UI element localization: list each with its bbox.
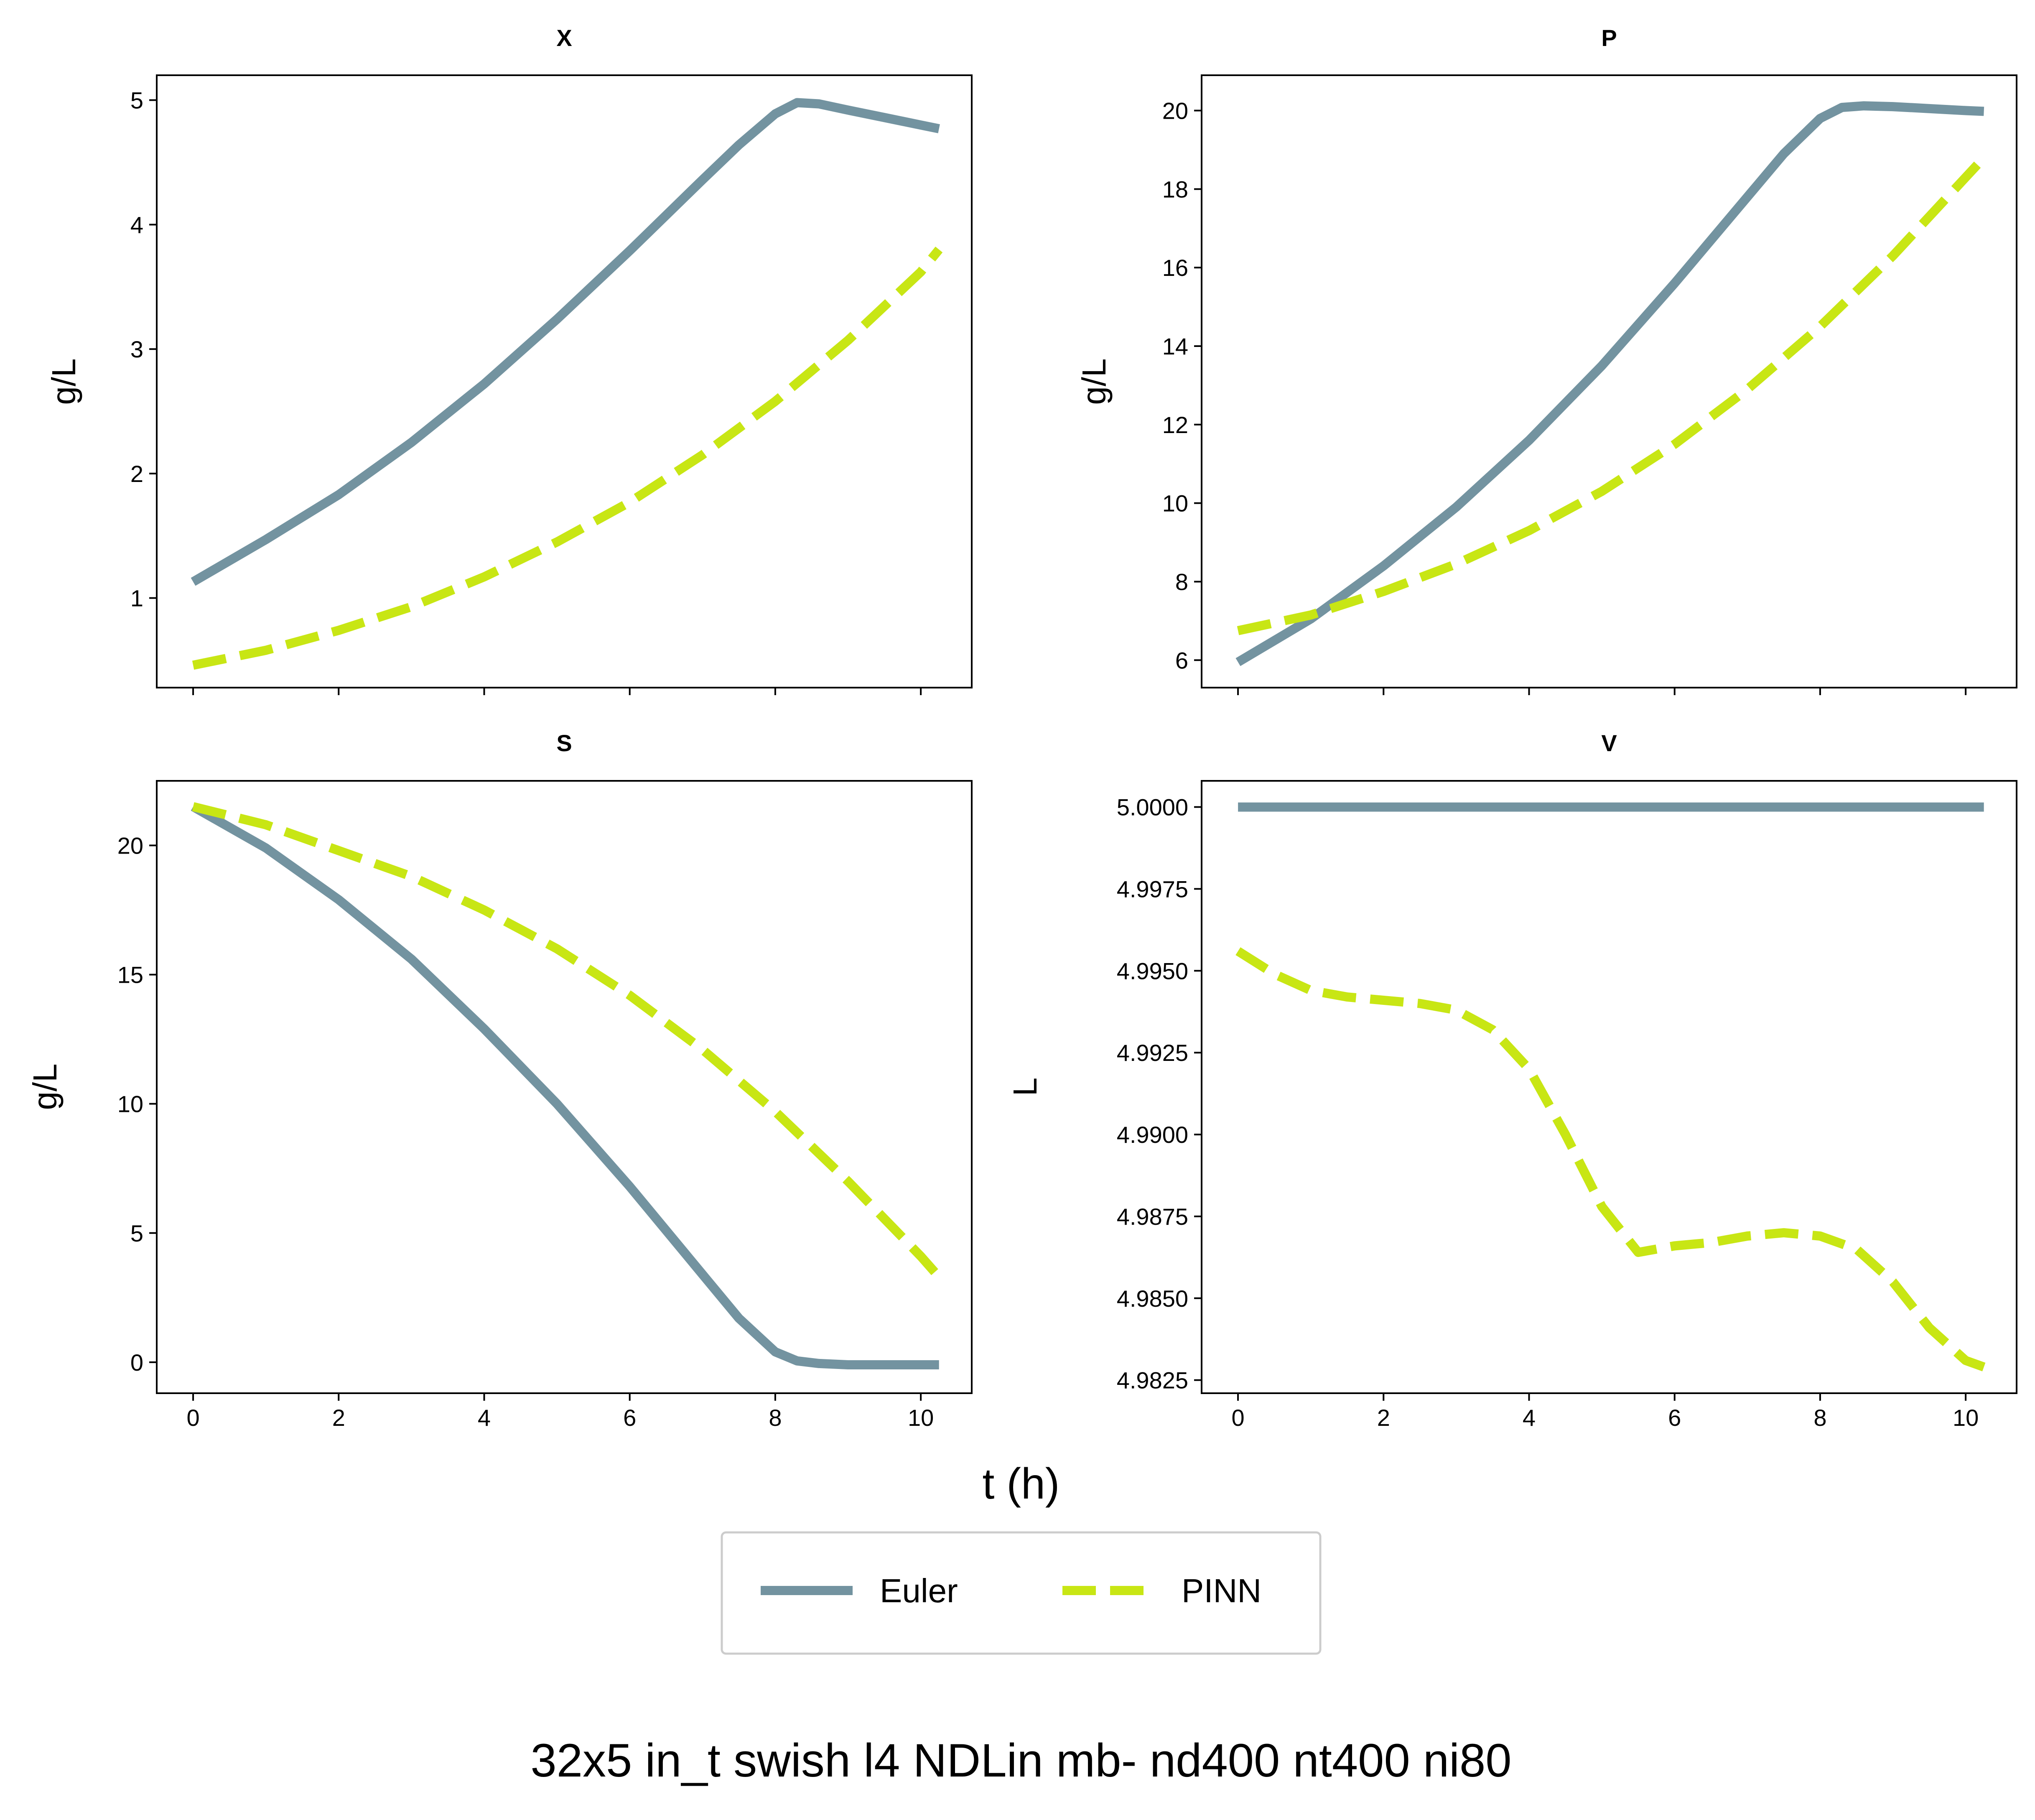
y-tick-label: 5 [130, 1220, 143, 1246]
y-tick-label: 15 [117, 962, 143, 988]
y-tick-label: 16 [1162, 255, 1188, 281]
y-axis-label: L [1006, 1078, 1044, 1096]
y-axis-label: g/L [26, 1063, 64, 1110]
axes-frame [1201, 780, 2017, 1394]
y-tick-label: 18 [1162, 176, 1188, 202]
legend-frame [721, 1531, 1322, 1655]
axes-frame [1201, 74, 2017, 688]
y-tick-label: 8 [1175, 568, 1188, 595]
euler-series-line [191, 98, 940, 586]
panel-s: S g/L 0 2 4 6 8 10 0 5 10 15 20 [26, 730, 973, 1431]
x-tick-label: 8 [1813, 1405, 1826, 1431]
y-tick-label: 4.9950 [1117, 958, 1188, 984]
y-tick-label: 14 [1162, 333, 1188, 359]
y-tick-label: 10 [117, 1091, 143, 1117]
panel-title: S [556, 730, 572, 756]
figure-suptitle: 32x5 in_t swish l4 NDLin mb- nd400 nt400… [530, 1734, 1511, 1787]
panel-v: V L 0 2 4 6 8 10 4.9825 4.9850 4.9875 4.9900 4.992… [1006, 730, 2017, 1431]
euler-series-line [1235, 101, 1984, 666]
x-tick-label: 10 [908, 1405, 934, 1431]
y-tick-label: 5 [130, 87, 143, 114]
legend-pinn-label: PINN [1182, 1572, 1261, 1609]
euler-series-line [191, 803, 939, 1369]
x-tick-label: 2 [1377, 1405, 1390, 1431]
y-tick-label: 12 [1162, 412, 1188, 438]
y-tick-label: 4.9875 [1117, 1203, 1188, 1230]
y-tick-label: 4.9850 [1117, 1285, 1188, 1312]
axes-frame [156, 780, 973, 1394]
y-tick-label: 10 [1162, 490, 1188, 517]
y-tick-label: 4.9900 [1117, 1122, 1188, 1148]
panel-p: P g/L 6 8 10 12 14 16 18 20 [1075, 25, 2017, 695]
y-tick-label: 4.9975 [1117, 876, 1188, 902]
panel-title: V [1601, 730, 1617, 756]
y-tick-label: 20 [1162, 98, 1188, 124]
legend-euler-label: Euler [880, 1572, 958, 1609]
panel-title: P [1601, 25, 1617, 51]
pinn-series-line [192, 802, 942, 1280]
y-tick-label: 3 [130, 336, 143, 362]
x-tick-label: 6 [623, 1405, 636, 1431]
axes-frame [156, 74, 973, 688]
x-tick-label: 10 [1953, 1405, 1979, 1431]
x-tick-label: 4 [1523, 1405, 1536, 1431]
x-tick-label: 4 [478, 1405, 491, 1431]
panel-title: X [556, 25, 572, 51]
panel-x: X g/L 1 2 3 4 5 [45, 25, 973, 695]
y-tick-label: 2 [130, 461, 143, 487]
x-tick-label: 8 [769, 1405, 782, 1431]
y-tick-label: 5.0000 [1117, 794, 1188, 821]
y-tick-label: 4 [130, 212, 143, 238]
y-axis-label: g/L [45, 358, 82, 405]
y-axis-label: g/L [1075, 358, 1113, 405]
x-tick-label: 0 [1231, 1405, 1244, 1431]
x-tick-label: 6 [1668, 1405, 1681, 1431]
y-tick-label: 4.9825 [1117, 1367, 1188, 1394]
y-tick-label: 4.9925 [1117, 1040, 1188, 1066]
y-tick-label: 0 [130, 1349, 143, 1376]
pinn-series-line [1237, 154, 1987, 635]
x-axis-label: t (h) [983, 1460, 1060, 1508]
pinn-series-line [1235, 947, 1986, 1371]
y-tick-label: 6 [1175, 647, 1188, 673]
x-tick-label: 0 [186, 1405, 199, 1431]
y-tick-label: 1 [130, 585, 143, 612]
legend: Euler PINN [721, 1531, 1322, 1655]
y-tick-label: 20 [117, 833, 143, 859]
x-tick-label: 2 [332, 1405, 345, 1431]
